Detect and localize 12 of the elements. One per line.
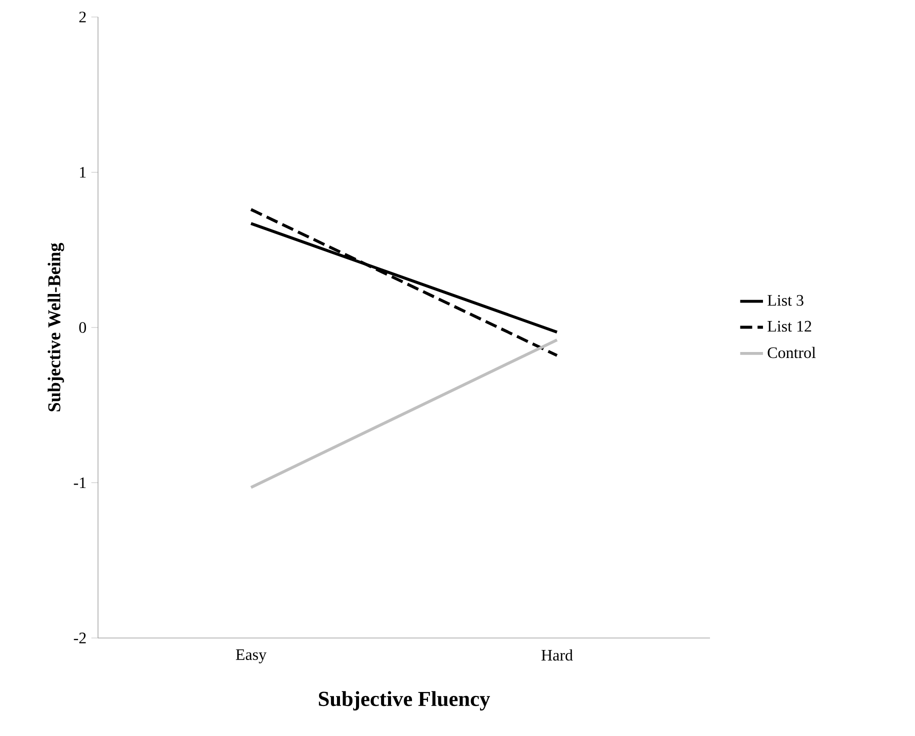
y-axis-title: Subjective Well-Being — [48, 242, 64, 412]
y-tick-label: -1 — [74, 477, 86, 488]
y-tick-label: 1 — [80, 166, 86, 178]
y-tick-label: 0 — [79, 322, 86, 333]
legend-label: List 12 — [768, 320, 812, 332]
x-tick-label: Easy — [236, 649, 267, 664]
y-tick-label: -2 — [74, 632, 86, 644]
x-tick-label: Hard — [541, 649, 573, 661]
legend-label: List 3 — [768, 295, 804, 306]
legend-label: Control — [768, 346, 816, 358]
x-axis-title: Subjective Fluency — [318, 691, 490, 711]
y-tick-label: 2 — [79, 12, 86, 22]
